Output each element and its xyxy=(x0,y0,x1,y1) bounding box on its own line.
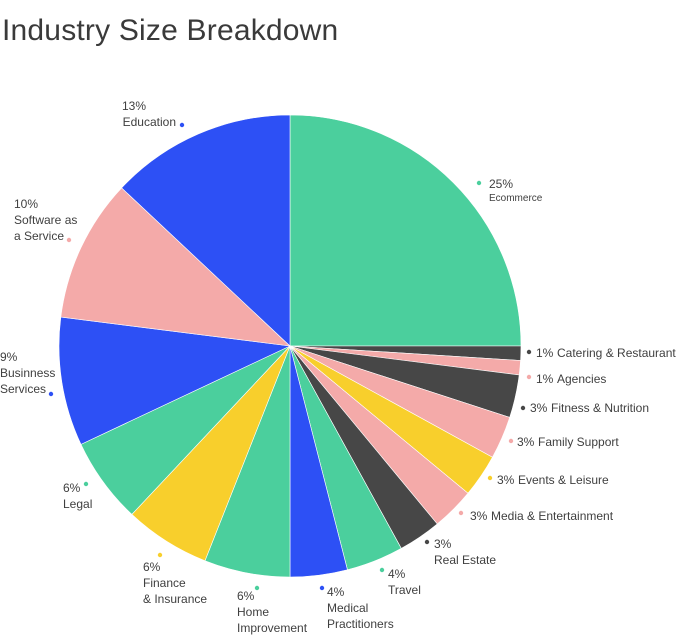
slice-label: Real Estate xyxy=(434,553,496,567)
pie-label-finance-and-insurance: 6% Finance & Insurance xyxy=(143,552,207,606)
slice-label: Ecommerce xyxy=(489,193,543,204)
slice-percent: 13% xyxy=(122,99,146,113)
legend-dot xyxy=(254,585,260,591)
legend-dot xyxy=(157,552,163,558)
pie-slice-education xyxy=(121,114,291,347)
legend-dot xyxy=(487,475,493,481)
legend-dot xyxy=(520,405,526,411)
legend-dot xyxy=(458,510,464,516)
slice-percent: 4% xyxy=(327,585,345,599)
pie-slice-businness-services xyxy=(58,316,292,445)
legend-dot xyxy=(179,122,185,128)
pie-label-travel: 4% Travel xyxy=(379,567,421,597)
slice-label: Finance xyxy=(143,576,186,590)
pie-slices xyxy=(58,114,522,578)
pie-label-businness-services: 9% Businness Services xyxy=(0,350,55,397)
pie-label-education: 13% Education xyxy=(122,99,185,129)
legend-dot xyxy=(66,237,72,243)
slice-percent: 10% xyxy=(14,197,38,211)
slice-label: Services xyxy=(0,382,46,396)
slice-label: Agencies xyxy=(557,372,606,386)
pie-label-home-improvement: 6% Home Improvement xyxy=(237,585,308,635)
slice-percent: 3% xyxy=(530,401,548,415)
pie-label-ecommerce: 25% Ecommerce xyxy=(476,177,543,204)
slice-label: Education xyxy=(123,115,176,129)
pie-label-family-support: 3% Family Support xyxy=(508,435,619,449)
legend-dot xyxy=(508,438,514,444)
slice-label: Legal xyxy=(63,497,92,511)
legend-dot xyxy=(476,180,482,186)
slice-label: Travel xyxy=(388,583,421,597)
legend-dot xyxy=(319,585,325,591)
legend-dot xyxy=(83,481,89,487)
chart-title: Industry Size Breakdown xyxy=(2,14,339,47)
slice-label: & Insurance xyxy=(143,592,207,606)
legend-dot xyxy=(48,391,54,397)
slice-label: Medical xyxy=(327,601,368,615)
slice-label: Businness xyxy=(0,366,55,380)
pie-label-fitness-and-nutrition: 3% Fitness & Nutrition xyxy=(520,401,649,415)
legend-dot xyxy=(379,567,385,573)
slice-label: Media & Entertainment xyxy=(491,509,614,523)
legend-dot xyxy=(424,539,430,545)
slice-label: Events & Leisure xyxy=(518,473,609,487)
slice-label: a Service xyxy=(14,229,64,243)
pie-label-media-and-entertainment: 3% Media & Entertainment xyxy=(458,509,614,523)
legend-dot xyxy=(526,374,532,380)
slice-percent: 1% xyxy=(536,346,554,360)
pie-slice-ecommerce xyxy=(289,114,522,347)
slice-percent: 6% xyxy=(63,481,81,495)
slice-percent: 6% xyxy=(237,589,255,603)
pie-label-events-and-leisure: 3% Events & Leisure xyxy=(487,473,609,487)
slice-label: Fitness & Nutrition xyxy=(551,401,649,415)
slice-percent: 6% xyxy=(143,560,161,574)
slice-label: Software as xyxy=(14,213,77,227)
slice-percent: 3% xyxy=(517,435,535,449)
slice-percent: 3% xyxy=(470,509,488,523)
slice-percent: 25% xyxy=(489,177,513,191)
slice-percent: 1% xyxy=(536,372,554,386)
slice-label: Practitioners xyxy=(327,617,394,631)
slice-percent: 9% xyxy=(0,350,18,364)
pie-label-medical-practitioners: 4% Medical Practitioners xyxy=(319,585,394,631)
pie-label-catering-and-restaurants: 1% Catering & Restaurants xyxy=(526,346,676,360)
slice-label: Home xyxy=(237,605,269,619)
pie-slice-software-as-a-service xyxy=(60,187,291,347)
legend-dot xyxy=(526,349,532,355)
slice-percent: 3% xyxy=(497,473,515,487)
pie-label-software-as-a-service: 10% Software as a Service xyxy=(14,197,77,243)
slice-percent: 3% xyxy=(434,537,452,551)
pie-label-real-estate: 3% Real Estate xyxy=(424,537,496,567)
slice-label: Improvement xyxy=(237,621,308,635)
slice-label: Family Support xyxy=(538,435,619,449)
slice-percent: 4% xyxy=(388,567,406,581)
slice-label: Catering & Restaurants xyxy=(557,346,676,360)
pie-label-agencies: 1% Agencies xyxy=(526,372,606,386)
pie-label-legal: 6% Legal xyxy=(63,481,92,511)
